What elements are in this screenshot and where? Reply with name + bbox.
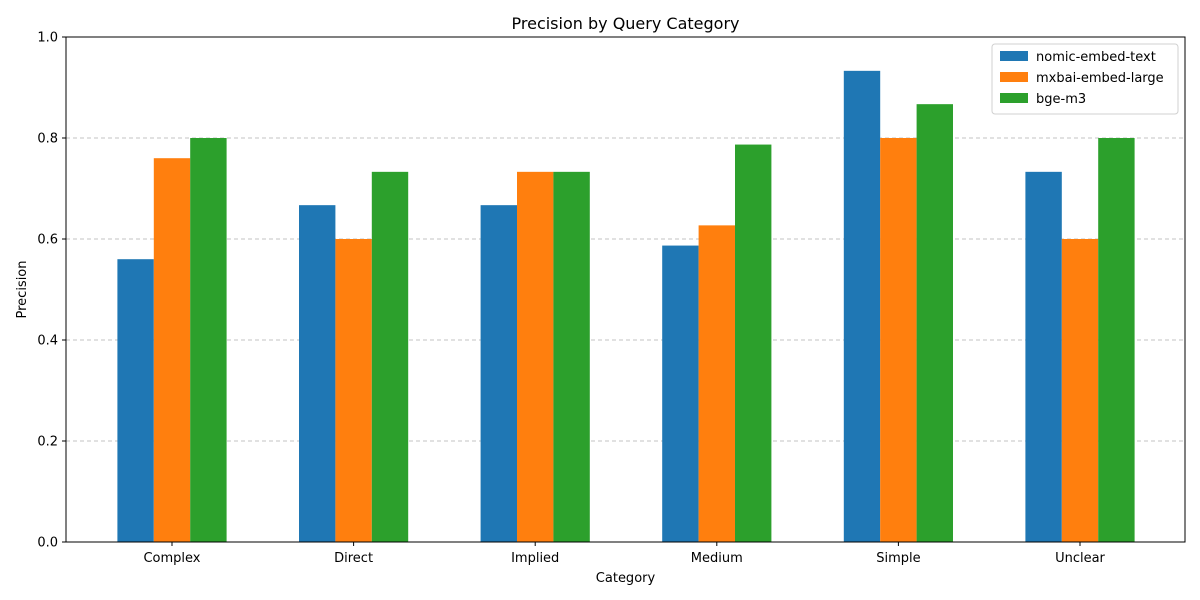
- bar-bge-m3-implied: [553, 171, 590, 542]
- y-tick-label: 0.8: [37, 132, 58, 147]
- y-tick-label: 1.0: [37, 31, 58, 46]
- bar-mxbai-embed-large-medium: [698, 225, 735, 543]
- x-tick-label: Medium: [691, 551, 743, 566]
- legend-swatch: [1000, 93, 1028, 103]
- legend-label: nomic-embed-text: [1036, 50, 1156, 65]
- y-tick-label: 0.0: [37, 536, 58, 551]
- bar-bge-m3-direct: [371, 171, 409, 542]
- bar-mxbai-embed-large-simple: [880, 138, 917, 542]
- legend-label: bge-m3: [1036, 92, 1086, 107]
- bar-mxbai-embed-large-direct: [335, 239, 372, 542]
- bar-nomic-embed-text-implied: [480, 205, 517, 543]
- bar-nomic-embed-text-medium: [662, 245, 699, 542]
- x-tick-label: Complex: [143, 551, 200, 566]
- y-tick-label: 0.4: [37, 334, 58, 349]
- x-tick-label: Unclear: [1055, 551, 1105, 566]
- bar-mxbai-embed-large-complex: [153, 158, 191, 542]
- legend: nomic-embed-text mxbai-embed-large bge-m3: [991, 43, 1179, 115]
- y-tick-label: 0.2: [37, 435, 58, 450]
- legend-label: mxbai-embed-large: [1036, 71, 1164, 86]
- bar-bge-m3-unclear: [1098, 138, 1135, 542]
- bar-bge-m3-complex: [190, 138, 227, 542]
- legend-swatch: [1000, 51, 1028, 61]
- y-axis: 0.0 0.2 0.4 0.6 0.8 1.0: [37, 31, 66, 551]
- y-tick-label: 0.6: [37, 233, 58, 248]
- bar-mxbai-embed-large-unclear: [1061, 239, 1099, 542]
- legend-swatch: [1000, 72, 1028, 82]
- bar-nomic-embed-text-complex: [117, 259, 154, 542]
- bar-nomic-embed-text-simple: [843, 70, 881, 543]
- bars: [117, 70, 1135, 543]
- x-axis-title: Category: [596, 571, 656, 586]
- bar-mxbai-embed-large-implied: [517, 171, 554, 542]
- legend-box: [991, 43, 1179, 115]
- x-axis: Complex Direct Implied Medium Simple Unclear: [143, 542, 1106, 566]
- bar-nomic-embed-text-direct: [299, 205, 336, 543]
- x-tick-label: Implied: [511, 551, 559, 566]
- chart-title: Precision by Query Category: [512, 14, 740, 33]
- grid-lines: [66, 137, 1185, 442]
- x-tick-label: Simple: [876, 551, 920, 566]
- x-tick-label: Direct: [334, 551, 373, 566]
- bar-nomic-embed-text-unclear: [1025, 171, 1062, 542]
- y-axis-title: Precision: [15, 260, 30, 318]
- plot-frame: [65, 36, 1186, 543]
- bar-bge-m3-medium: [735, 144, 772, 542]
- bar-bge-m3-simple: [916, 104, 953, 542]
